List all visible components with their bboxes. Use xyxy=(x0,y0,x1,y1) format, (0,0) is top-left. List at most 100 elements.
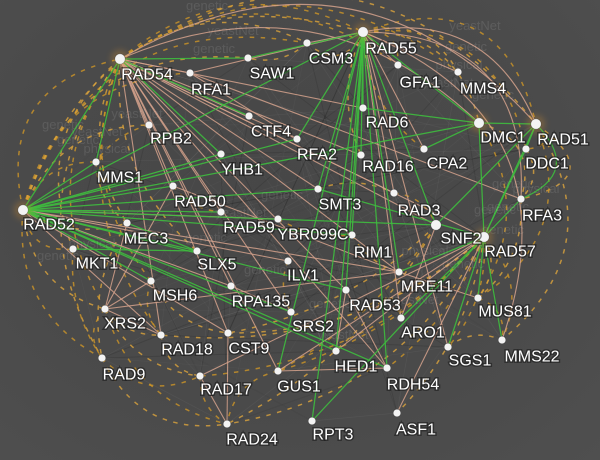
node-CPA2[interactable] xyxy=(419,144,429,154)
edge-genetic-RAD57-MRE11[interactable] xyxy=(398,236,485,273)
edge-physical-RAD55-RAD51[interactable] xyxy=(362,27,537,125)
node-CST9[interactable] xyxy=(223,328,233,338)
node-YHB1[interactable] xyxy=(216,149,226,159)
node-ASF1[interactable] xyxy=(392,408,402,418)
node-RAD3[interactable] xyxy=(389,188,399,198)
edge-predicted-RAD57-RAD17[interactable] xyxy=(199,236,485,377)
edge-predicted-MKT1-RAD9[interactable] xyxy=(71,248,103,359)
edge-genetic-RAD52-HED1[interactable] xyxy=(22,209,337,352)
node-RPA135[interactable] xyxy=(226,281,236,291)
node-RPB2[interactable] xyxy=(144,120,154,130)
edge-physical-MEC3-XRS2[interactable] xyxy=(104,222,128,310)
edge-predicted-RAD9-RAD17[interactable] xyxy=(101,357,201,387)
edge-genetic-RAD57-SMT3[interactable] xyxy=(317,188,485,238)
edge-predicted-RAD9-RAD24[interactable] xyxy=(101,357,228,427)
node-SNF2[interactable] xyxy=(430,219,442,231)
node-DMC1[interactable] xyxy=(473,117,485,129)
edge-genetic-RAD55-RFA2[interactable] xyxy=(296,31,364,140)
edge-predicted-RAD52-MKT1[interactable] xyxy=(22,209,74,251)
node-RAD53[interactable] xyxy=(341,285,351,295)
edge-predicted-RAD55-DDC1[interactable] xyxy=(362,29,527,150)
edge-physical-RAD54-DMC1[interactable] xyxy=(119,27,480,124)
node-RAD24[interactable] xyxy=(222,419,232,429)
edge-genetic-RAD55-DMC1[interactable] xyxy=(362,31,480,124)
edge-predicted-RPB2-MMS1[interactable] xyxy=(95,124,150,163)
edge-genetic-RAD57-DMC1[interactable] xyxy=(478,122,485,238)
edge-physical-RAD57-ASF1[interactable] xyxy=(396,236,485,414)
edge-physical-RAD57-RAD17[interactable] xyxy=(199,236,485,377)
edge-genetic-RAD52-RIM1[interactable] xyxy=(22,209,353,236)
edge-predicted-MEC3-RAD9[interactable] xyxy=(97,222,128,359)
edge-genetic-RAD54-CTF4[interactable] xyxy=(119,58,250,117)
edge-physical-RAD54-RAD51[interactable] xyxy=(119,3,537,125)
edge-genetic-RAD51-DMC1[interactable] xyxy=(478,122,537,125)
node-MMS4[interactable] xyxy=(453,67,463,77)
edge-physical-RFA1-RFA2[interactable] xyxy=(189,72,298,140)
node-RIM1[interactable] xyxy=(347,230,357,240)
edge-genetic-RAD52-SRS2[interactable] xyxy=(22,209,292,313)
edge-predicted-RAD52-RAD9[interactable] xyxy=(21,209,103,359)
edge-predicted-MSH6-CST9[interactable] xyxy=(150,280,229,334)
edge-physical-RAD54-CST9[interactable] xyxy=(119,58,229,334)
edge-predicted-RAD52-SAW1[interactable] xyxy=(22,56,249,211)
edge-genetic-MKT1-SLX5[interactable] xyxy=(72,248,198,252)
edge-physical-RAD54-RDH54[interactable] xyxy=(119,58,388,369)
edge-predicted-RAD54-MMS4[interactable] xyxy=(119,4,459,73)
node-RFA1[interactable] xyxy=(185,68,195,78)
edge-predicted-XRS2-RAD18[interactable] xyxy=(104,308,162,336)
edge-genetic-RPT3-RAD57[interactable] xyxy=(311,236,485,422)
edge-genetic-RAD55-RAD53[interactable] xyxy=(345,31,364,291)
edge-genetic-RAD57-MUS81[interactable] xyxy=(477,236,485,299)
node-RDH54[interactable] xyxy=(382,363,392,373)
edge-predicted-SGS1-MMS22[interactable] xyxy=(447,334,503,348)
node-RAD16[interactable] xyxy=(356,150,366,160)
node-YBR099C[interactable] xyxy=(273,214,283,224)
edge-physical-RAD55-RAD3[interactable] xyxy=(362,31,395,194)
edge-physical-CST9-RAD24[interactable] xyxy=(226,332,229,425)
node-SRS2[interactable] xyxy=(286,307,296,317)
edge-predicted-RAD55-DMC1[interactable] xyxy=(362,31,480,124)
edge-physical-RAD54-SMT3[interactable] xyxy=(119,58,319,190)
edge-predicted-RAD52-MMS1[interactable] xyxy=(22,161,97,211)
edge-genetic-RAD52-RAD59[interactable] xyxy=(22,209,222,213)
edge-predicted-RAD57-RAD24[interactable] xyxy=(226,236,485,425)
edge-predicted-RAD57-MUS81[interactable] xyxy=(477,236,492,299)
edge-physical-XRS2-MSH6[interactable] xyxy=(104,280,152,310)
node-RAD52[interactable] xyxy=(17,204,29,216)
edge-genetic-RAD52-MSH6[interactable] xyxy=(22,209,152,282)
edge-physical-RAD53-RDH54[interactable] xyxy=(345,289,388,369)
edge-genetic-RAD57-ARO1[interactable] xyxy=(400,236,485,319)
node-MEC3[interactable] xyxy=(122,218,132,228)
edge-genetic-RAD52-RAD54[interactable] xyxy=(22,58,121,211)
node-RAD18[interactable] xyxy=(156,330,166,340)
node-CSM3[interactable] xyxy=(302,38,312,48)
edge-physical-RAD54-RPA135[interactable] xyxy=(119,58,232,287)
node-RFA3[interactable] xyxy=(516,194,526,204)
edge-physical-RAD52-ILV1[interactable] xyxy=(22,209,289,262)
edge-genetic-RAD52-YHB1[interactable] xyxy=(22,153,222,211)
edge-predicted-RAD57-MMS22[interactable] xyxy=(483,236,513,341)
edge-predicted-RAD57-GUS1[interactable] xyxy=(277,236,485,372)
edge-genetic-DMC1-RAD6[interactable] xyxy=(362,107,480,124)
edge-genetic-RAD55-SMT3[interactable] xyxy=(317,31,364,190)
node-SMT3[interactable] xyxy=(313,184,323,194)
edge-genetic-RAD52-SNF2[interactable] xyxy=(22,209,437,226)
edge-physical-XRS2-RAD50[interactable] xyxy=(104,185,174,310)
node-CTF4[interactable] xyxy=(244,111,254,121)
node-GFA1[interactable] xyxy=(393,60,403,70)
node-SLX5[interactable] xyxy=(192,246,202,256)
edge-predicted-RAD57-RDH54[interactable] xyxy=(386,236,485,369)
node-RAD51[interactable] xyxy=(530,118,542,130)
edge-physical-RAD55-SGS1[interactable] xyxy=(362,31,449,348)
node-RAD9[interactable] xyxy=(97,353,107,363)
edge-physical-SNF2-ARO1[interactable] xyxy=(400,224,437,319)
node-MMS1[interactable] xyxy=(91,157,101,167)
node-SGS1[interactable] xyxy=(443,342,453,352)
node-GUS1[interactable] xyxy=(273,366,283,376)
edge-genetic-RAD55-HED1[interactable] xyxy=(335,31,364,352)
node-RAD55[interactable] xyxy=(357,26,369,38)
edge-genetic-RAD57-MMS22[interactable] xyxy=(483,236,503,341)
edge-predicted-CSM3-SAW1[interactable] xyxy=(247,42,308,61)
edge-physical-XRS2-MRE11[interactable] xyxy=(104,271,400,310)
edge-physical-RAD54-RAD16[interactable] xyxy=(119,58,362,156)
